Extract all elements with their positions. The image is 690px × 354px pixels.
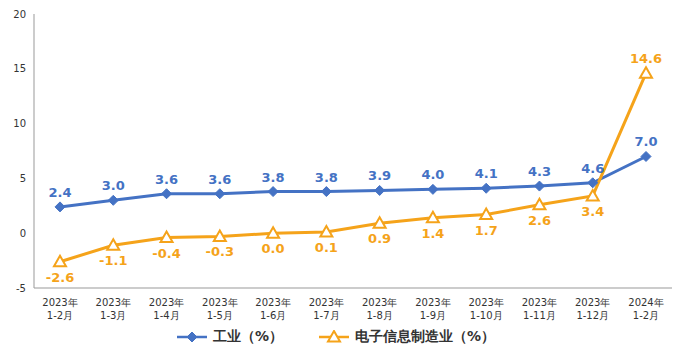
svg-text:2023年1-2月: 2023年1-2月: [42, 297, 77, 321]
svg-text:3.8: 3.8: [262, 170, 285, 185]
svg-text:1.4: 1.4: [421, 226, 444, 241]
svg-text:3.6: 3.6: [208, 172, 231, 187]
svg-text:3.8: 3.8: [315, 170, 338, 185]
svg-text:1.7: 1.7: [475, 223, 498, 238]
svg-text:2023年1-3月: 2023年1-3月: [96, 297, 131, 321]
svg-text:2023年1-7月: 2023年1-7月: [309, 297, 344, 321]
svg-text:4.1: 4.1: [475, 166, 498, 181]
svg-text:2023年1-4月: 2023年1-4月: [149, 297, 184, 321]
svg-text:2024年1-2月: 2024年1-2月: [628, 297, 663, 321]
html-text:工业（%）: 工业（%）: [213, 328, 283, 344]
svg-text:10: 10: [13, 118, 26, 129]
svg-text:-2.6: -2.6: [46, 270, 74, 285]
svg-text:2.6: 2.6: [528, 213, 551, 228]
svg-text:-1.1: -1.1: [99, 253, 127, 268]
svg-text:5: 5: [20, 173, 26, 184]
svg-text:4.6: 4.6: [581, 161, 604, 176]
svg-text:-0.4: -0.4: [152, 246, 180, 261]
svg-text:3.0: 3.0: [102, 178, 125, 193]
svg-text:4.0: 4.0: [421, 167, 444, 182]
svg-text:2023年1-12月: 2023年1-12月: [575, 297, 610, 321]
svg-text:2023年1-5月: 2023年1-5月: [202, 297, 237, 321]
svg-text:4.3: 4.3: [528, 164, 551, 179]
svg-text:14.6: 14.6: [630, 51, 662, 66]
svg-text:0: 0: [20, 228, 26, 239]
svg-text:2023年1-9月: 2023年1-9月: [415, 297, 450, 321]
svg-text:7.0: 7.0: [634, 134, 657, 149]
svg-text:3.4: 3.4: [581, 204, 604, 219]
svg-text:-0.3: -0.3: [206, 244, 234, 259]
svg-text:0.1: 0.1: [315, 240, 338, 255]
svg-text:2023年1-8月: 2023年1-8月: [362, 297, 397, 321]
svg-text:2023年1-10月: 2023年1-10月: [468, 297, 503, 321]
svg-text:3.6: 3.6: [155, 172, 178, 187]
svg-text:20: 20: [13, 9, 26, 20]
svg-text:2023年1-6月: 2023年1-6月: [255, 297, 290, 321]
html-text:电子信息制造业（%）: 电子信息制造业（%）: [355, 328, 495, 344]
svg-text:2.4: 2.4: [48, 185, 71, 200]
svg-text:3.9: 3.9: [368, 168, 391, 183]
svg-text:2023年1-11月: 2023年1-11月: [522, 297, 557, 321]
svg-text:15: 15: [13, 63, 26, 74]
svg-text:-5: -5: [16, 283, 26, 294]
svg-text:0.9: 0.9: [368, 231, 391, 246]
svg-text:0.0: 0.0: [262, 241, 285, 256]
